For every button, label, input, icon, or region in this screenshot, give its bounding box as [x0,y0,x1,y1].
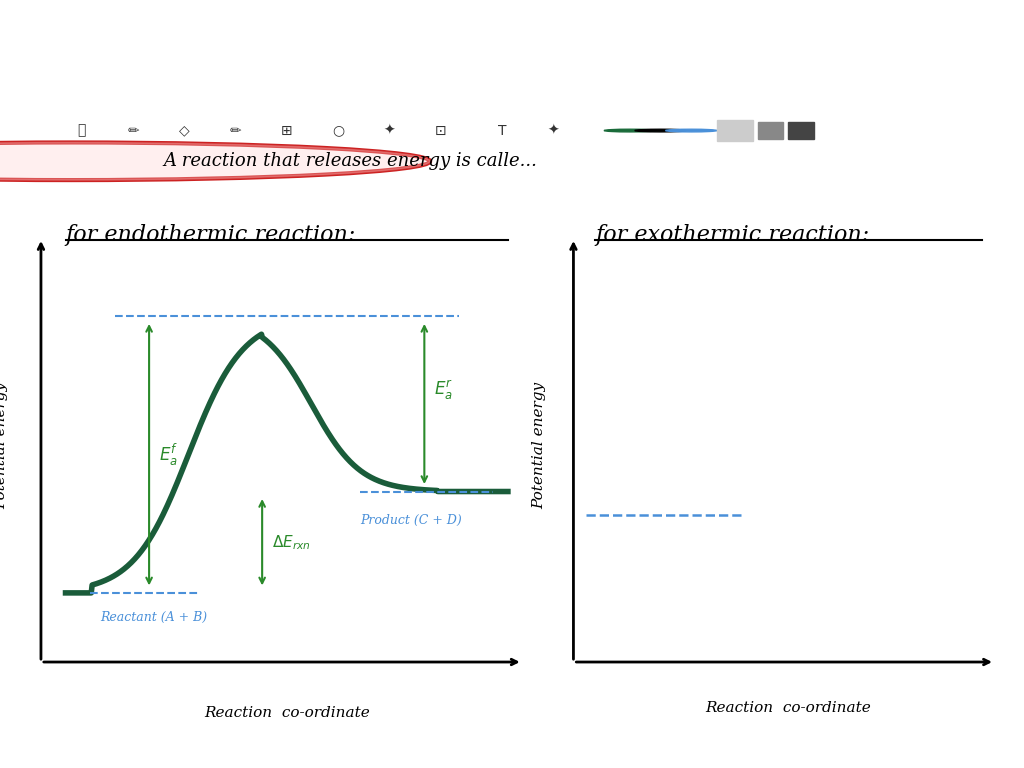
Bar [758,122,783,139]
Text: $E_a^r$: $E_a^r$ [434,379,454,402]
Text: for endothermic reaction:: for endothermic reaction: [66,224,356,247]
Bar [788,122,814,139]
Circle shape [635,129,686,132]
Text: Reaction  co-ordinate: Reaction co-ordinate [204,706,370,720]
Text: ✏: ✏ [229,124,242,137]
Text: CHEMISTRY  ∨: CHEMISTRY ∨ [431,58,552,75]
Circle shape [0,143,430,180]
Text: 12:52 AM  Sat 31 Jul: 12:52 AM Sat 31 Jul [10,9,123,20]
Text: Potential energy: Potential energy [532,382,546,509]
Text: Reaction  co-ordinate: Reaction co-ordinate [706,701,871,715]
Text: ⊞: ⊞ [281,124,293,137]
Text: Reactant (A + B): Reactant (A + B) [100,611,207,624]
Text: ✦: ✦ [383,124,395,137]
Text: ○: ○ [332,124,344,137]
Text: ⊡: ⊡ [434,124,446,137]
Text: for exothermic reaction:: for exothermic reaction: [595,224,869,247]
Circle shape [604,129,655,132]
Text: T: T [498,124,506,137]
Text: ⬜: ⬜ [78,124,86,137]
Text: A reaction that releases energy is calle...: A reaction that releases energy is calle… [164,152,538,170]
Text: Potential energy: Potential energy [0,382,8,509]
Text: ◇: ◇ [179,124,189,137]
Text: $\Delta E_{rxn}$: $\Delta E_{rxn}$ [272,533,310,551]
Bar [717,120,753,141]
Circle shape [666,129,717,132]
Text: ✏: ✏ [127,124,139,137]
Text: ⊙  ♦ ◈ 97%□: ⊙ ♦ ◈ 97%□ [952,9,1020,20]
Text: Product (C + D): Product (C + D) [360,514,462,527]
Text: $E_a^f$: $E_a^f$ [159,442,178,468]
Text: ✦: ✦ [547,124,559,137]
